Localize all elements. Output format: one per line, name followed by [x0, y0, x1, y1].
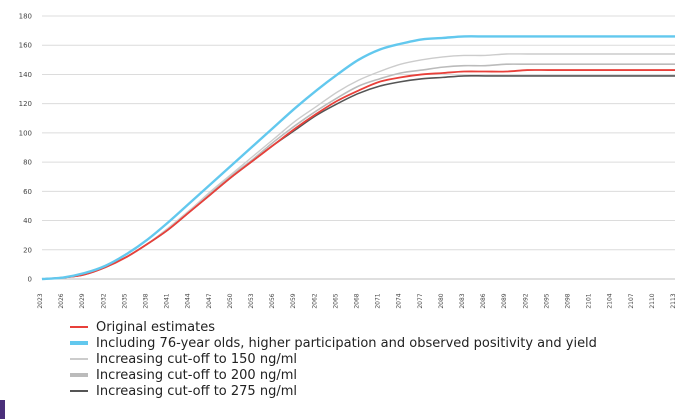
- legend-label: Including 76-year olds, higher participa…: [96, 335, 597, 351]
- legend-swatch: [70, 358, 88, 360]
- x-tick-label: 2029: [79, 293, 86, 308]
- x-tick-label: 2074: [396, 293, 403, 308]
- legend-item: Including 76-year olds, higher participa…: [70, 335, 597, 351]
- legend-label: Original estimates: [96, 319, 215, 335]
- x-tick-label: 2080: [438, 293, 445, 308]
- x-tick-label: 2083: [459, 293, 466, 308]
- x-tick-label: 2041: [164, 293, 171, 308]
- x-tick-label: 2077: [417, 293, 424, 308]
- x-tick-label: 2086: [480, 293, 487, 308]
- line-chart: 0 20 40 60 80 100 120 140 160 180 2023 2026 2029 2032…: [19, 13, 677, 309]
- x-tick-label: 2098: [565, 293, 572, 308]
- x-tick-label: 2032: [100, 293, 107, 308]
- x-tick-label: 2107: [628, 293, 635, 308]
- x-tick-label: 2092: [522, 293, 529, 308]
- corner-accent: [0, 400, 5, 419]
- x-tick-label: 2068: [354, 293, 361, 308]
- x-tick-label: 2089: [501, 293, 508, 308]
- x-tick-label: 2047: [206, 293, 213, 308]
- legend-item: Increasing cut-off to 275 ng/ml: [70, 383, 597, 399]
- x-tick-label: 2101: [586, 293, 593, 308]
- x-tick-label: 2050: [227, 293, 234, 308]
- legend-item: Original estimates: [70, 319, 597, 335]
- y-tick-label: 40: [23, 217, 32, 225]
- x-tick-label: 2062: [311, 293, 318, 308]
- legend-swatch: [70, 341, 88, 345]
- y-tick-label: 120: [19, 100, 32, 108]
- y-tick-label: 140: [19, 71, 32, 79]
- y-tick-label: 20: [23, 246, 32, 254]
- y-tick-label: 60: [23, 188, 32, 196]
- y-tick-label: 80: [23, 159, 32, 167]
- x-tick-label: 2056: [269, 293, 276, 308]
- legend-swatch: [70, 390, 88, 392]
- x-tick-label: 2110: [649, 293, 656, 308]
- x-tick-label: 2035: [121, 293, 128, 308]
- x-tick-label: 2071: [375, 293, 382, 308]
- legend-label: Increasing cut-off to 150 ng/ml: [96, 351, 297, 367]
- x-tick-label: 2095: [543, 293, 550, 308]
- y-tick-label: 100: [19, 129, 32, 137]
- series-line: [41, 53, 675, 280]
- series-line: [41, 35, 675, 281]
- legend-swatch: [70, 373, 88, 377]
- x-tick-label: 2038: [143, 293, 150, 308]
- y-tick-label: 160: [19, 42, 32, 50]
- y-tick-label: 180: [19, 13, 32, 21]
- legend-item: Increasing cut-off to 150 ng/ml: [70, 351, 597, 367]
- x-tick-label: 2065: [332, 293, 339, 308]
- x-tick-label: 2113: [670, 293, 677, 308]
- y-tick-label: 0: [28, 276, 32, 284]
- legend-swatch: [70, 326, 88, 328]
- x-tick-label: 2053: [248, 293, 255, 308]
- legend-item: Increasing cut-off to 200 ng/ml: [70, 367, 597, 383]
- chart-legend: Original estimates Including 76-year olds…: [70, 319, 597, 399]
- series-line: [41, 69, 675, 280]
- x-tick-label: 2026: [58, 293, 65, 308]
- x-tick-label: 2059: [290, 293, 297, 308]
- legend-label: Increasing cut-off to 200 ng/ml: [96, 367, 297, 383]
- x-tick-label: 2104: [607, 293, 614, 308]
- legend-label: Increasing cut-off to 275 ng/ml: [96, 383, 297, 399]
- x-tick-label: 2023: [37, 293, 44, 308]
- x-tick-label: 2044: [185, 293, 192, 308]
